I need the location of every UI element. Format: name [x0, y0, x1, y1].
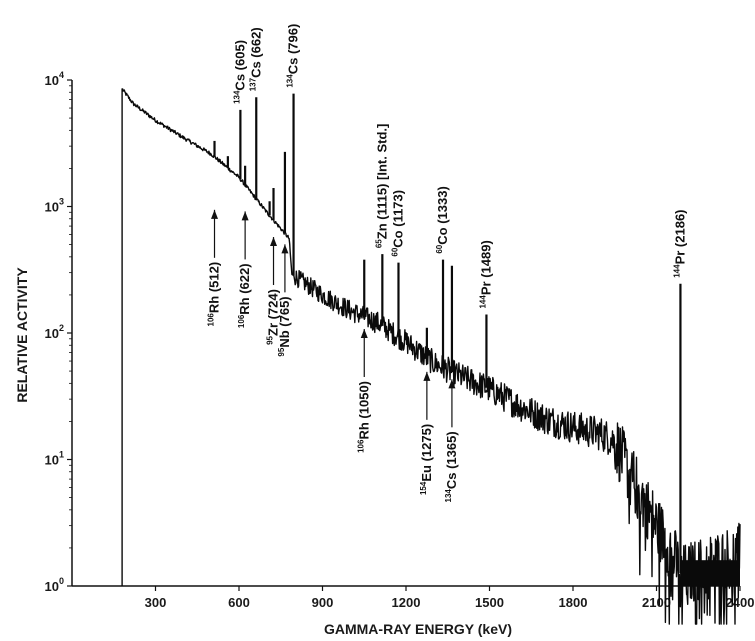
x-tick-label: 900: [312, 595, 334, 610]
y-tick-label: 102: [45, 323, 64, 341]
annotation-label: 60Co (1333): [435, 186, 450, 253]
y-axis-label: RELATIVE ACTIVITY: [14, 267, 30, 403]
spectrum-layer: [121, 88, 741, 625]
annotation-arrowhead: [281, 244, 289, 254]
annotation-label: 95Zr (724): [266, 289, 281, 345]
annotation-label: 106Rh (1050): [356, 381, 371, 453]
annotation-label: 134Cs (1365): [444, 431, 459, 502]
peak-annotation: 60Co (1173): [390, 190, 405, 257]
y-tick-label: 101: [45, 450, 64, 468]
spectrum-floor-fill: [680, 560, 740, 586]
peak-annotation: 60Co (1333): [435, 186, 450, 253]
peak-annotation: 106Rh (1050): [356, 328, 371, 453]
peak-annotation: 144Pr (1489): [478, 240, 493, 308]
peak-annotation: 106Rh (622): [237, 211, 252, 328]
annotation-label: 134Cs (605): [232, 40, 247, 104]
x-axis-label: GAMMA-RAY ENERGY (keV): [324, 621, 512, 637]
x-tick-label: 2100: [642, 595, 671, 610]
annotation-label: 60Co (1173): [390, 190, 405, 257]
x-tick-label: 1500: [475, 595, 504, 610]
annotation-label: 137Cs (662): [248, 27, 263, 91]
annotation-label: 134Cs (796): [286, 24, 301, 88]
peak-annotation: 144Pr (2186): [672, 209, 687, 277]
annotation-arrowhead: [241, 211, 249, 221]
peak-annotation: 137Cs (662): [248, 27, 263, 91]
spectrum-trace: [121, 88, 741, 625]
annotation-label: 154Eu (1275): [419, 424, 434, 495]
y-tick-label: 103: [45, 197, 64, 215]
x-tick-label: 2400: [726, 595, 755, 610]
peak-annotation: 65Zn (1115) [Int. Std.]: [374, 124, 389, 248]
x-tick-label: 300: [145, 595, 167, 610]
annotation-arrowhead: [448, 379, 456, 389]
annotation-label: 65Zn (1115) [Int. Std.]: [374, 124, 389, 248]
annotation-arrowhead: [423, 371, 431, 381]
annotation-label: 144Pr (2186): [672, 209, 687, 277]
annotation-label: 144Pr (1489): [478, 240, 493, 308]
peak-annotation: 95Zr (724): [266, 237, 281, 345]
annotation-label: 95Nb (765): [277, 296, 292, 356]
peak-annotation: 134Cs (605): [232, 40, 247, 104]
annotation-label: 106Rh (622): [237, 263, 252, 328]
peak-annotation: 134Cs (796): [286, 24, 301, 88]
annotation-arrowhead: [360, 328, 368, 338]
x-tick-label: 1200: [392, 595, 421, 610]
peak-annotation: 134Cs (1365): [444, 379, 459, 503]
annotation-label: 106Rh (512): [207, 262, 222, 327]
annotations-layer: 134Cs (605)137Cs (662) 134Cs (796) 65Zn (1…: [207, 24, 688, 503]
peak-annotation: 154Eu (1275): [419, 371, 434, 495]
annotation-arrowhead: [211, 209, 219, 219]
peak-annotation: 95Nb (765): [277, 244, 292, 357]
y-tick-label: 100: [45, 576, 64, 594]
y-tick-label: 104: [45, 70, 64, 88]
x-tick-label: 600: [228, 595, 250, 610]
annotation-arrowhead: [270, 237, 278, 247]
peak-annotation: 106Rh (512): [207, 209, 222, 327]
x-tick-label: 1800: [559, 595, 588, 610]
